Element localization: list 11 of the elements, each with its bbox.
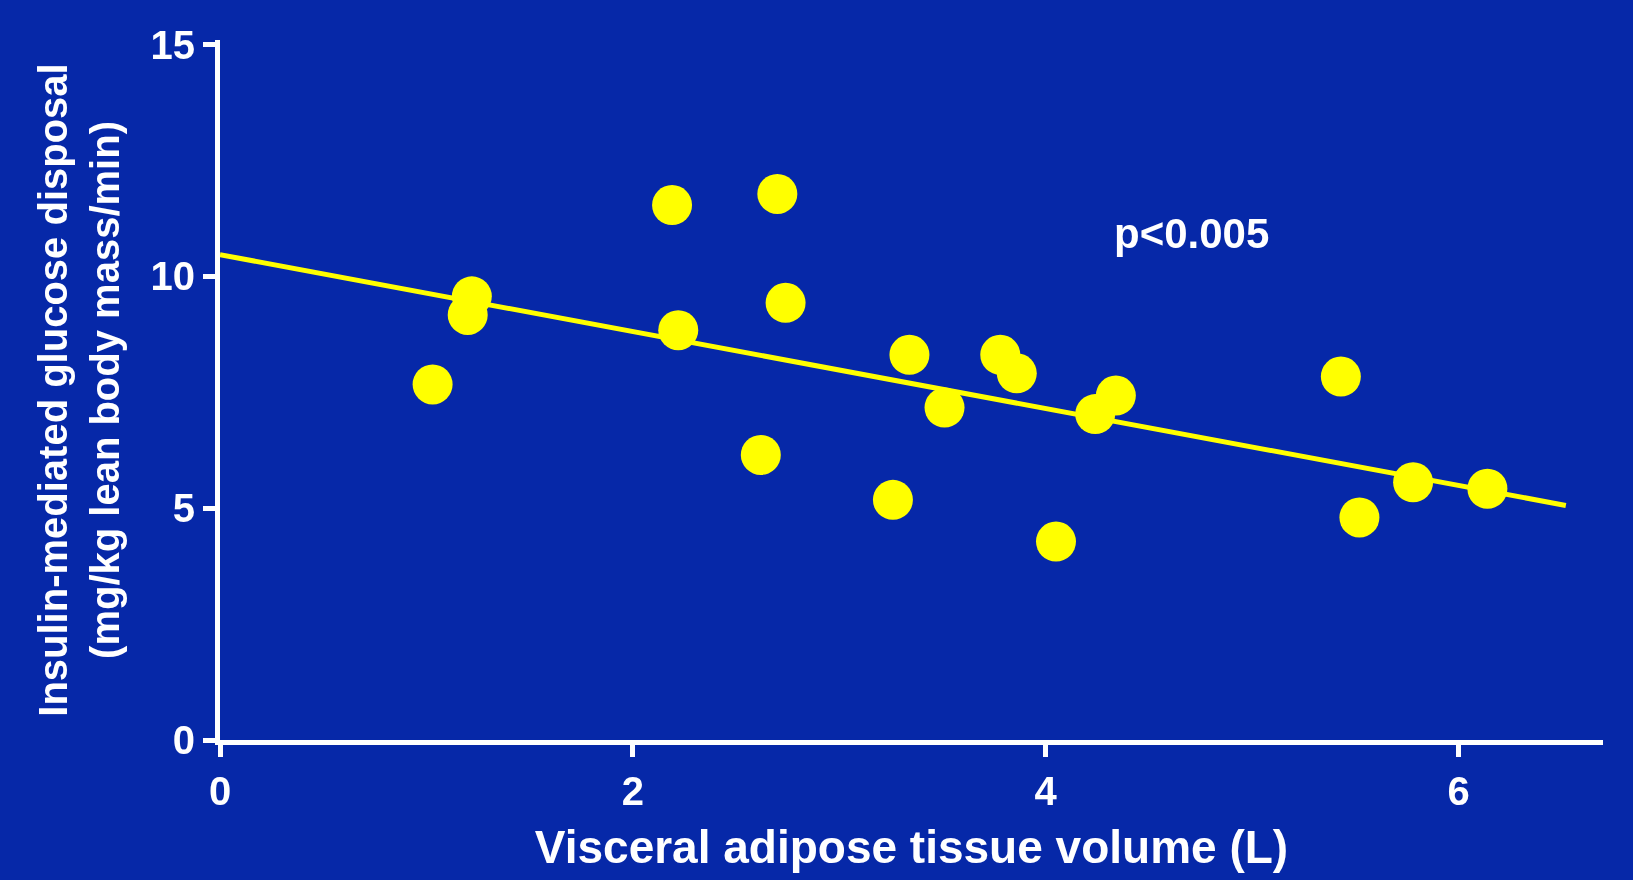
x-tick-label: 0 — [208, 769, 232, 813]
x-tick-label: 6 — [1447, 769, 1470, 813]
x-tick-label: 2 — [621, 769, 644, 813]
y-axis-title: Insulin-mediated glucose disposal (mg/kg lean body mass/min) — [31, 63, 127, 717]
y-tick-label: 5 — [172, 486, 195, 531]
y-tick-label: 0 — [172, 718, 195, 762]
x-tick-label: 4 — [1034, 769, 1058, 813]
x-axis-title: Visceral adipose tissue volume (L) — [534, 820, 1289, 873]
y-tick-label: 10 — [150, 254, 195, 299]
annotation: p<0.005 — [1114, 210, 1270, 257]
y-tick-label: 15 — [150, 22, 195, 67]
